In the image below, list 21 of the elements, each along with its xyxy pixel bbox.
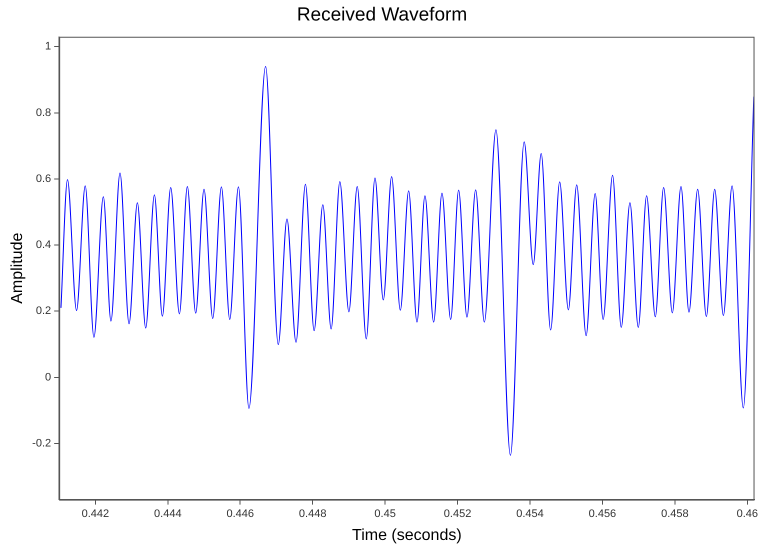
x-tick-label: 0.458 — [661, 508, 689, 520]
y-tick-label: 0.2 — [36, 305, 52, 318]
x-tick-label: 0.442 — [82, 508, 110, 520]
x-tick-label: 0.452 — [444, 508, 472, 520]
y-tick-label: 1 — [45, 40, 52, 53]
x-tick-label: 0.454 — [516, 508, 544, 520]
chart-title: Received Waveform — [296, 4, 468, 26]
y-tick-label: 0.4 — [36, 239, 52, 252]
x-tick-label: 0.444 — [154, 508, 182, 520]
y-tick-label: 0.8 — [36, 106, 52, 119]
x-tick-label: 0.45 — [374, 508, 396, 520]
x-tick-label: 0.446 — [226, 508, 254, 520]
y-tick-label: -0.2 — [32, 437, 52, 450]
y-tick-label: 0 — [45, 371, 52, 384]
x-tick-label: 0.46 — [736, 508, 758, 520]
y-axis-title: Amplitude — [9, 232, 26, 304]
x-tick-label: 0.448 — [298, 508, 326, 520]
line-series — [60, 66, 754, 456]
x-axis-title: Time (seconds) — [352, 526, 462, 544]
x-tick-label: 0.456 — [588, 508, 616, 520]
y-tick-label: 0.6 — [36, 172, 52, 185]
